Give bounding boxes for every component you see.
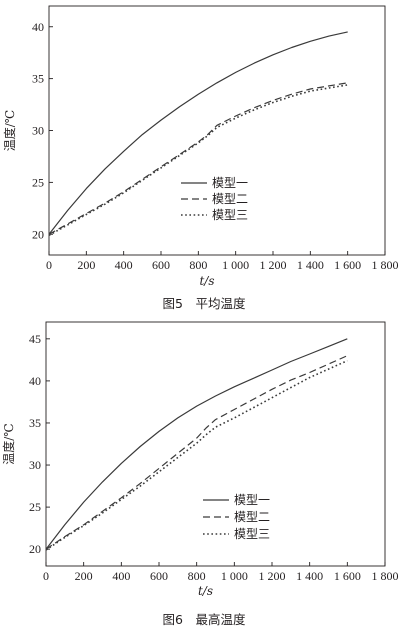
y-axis-label: 温度/℃	[2, 110, 17, 151]
y-tick-label: 40	[32, 20, 44, 34]
legend-label-3: 模型三	[212, 208, 248, 222]
y-tick-label: 25	[29, 500, 41, 514]
x-tick-label: 800	[188, 569, 206, 583]
x-tick-label: 1 400	[297, 258, 324, 272]
x-axis-label: t/s	[198, 584, 213, 598]
x-tick-label: 600	[152, 258, 170, 272]
figure-caption: 图6 最高温度	[163, 612, 246, 627]
x-tick-label: 600	[150, 569, 168, 583]
x-tick-label: 400	[112, 569, 130, 583]
series-line-3	[45, 359, 348, 551]
x-tick-label: 200	[75, 569, 93, 583]
plot-frame	[45, 321, 386, 567]
y-tick-label: 45	[29, 332, 41, 346]
x-axis-label: t/s	[199, 274, 214, 288]
x-tick-label: 1 000	[222, 258, 249, 272]
legend-label-1: 模型一	[234, 493, 270, 507]
x-tick-label: 0	[46, 258, 52, 272]
series-line-1	[48, 31, 348, 235]
y-tick-label: 30	[29, 458, 41, 472]
series-line-3	[48, 84, 348, 236]
x-tick-label: 1 600	[334, 258, 361, 272]
y-tick-label: 35	[29, 416, 41, 430]
x-tick-label: 1 200	[260, 258, 287, 272]
x-tick-label: 1 800	[372, 569, 399, 583]
chart-maximum-temperature: 0 200 400 600 800 1 000 1 200 1 400 1 600 1 800 20…	[1, 321, 399, 627]
y-tick-label: 40	[29, 374, 41, 388]
chart-average-temperature: 0 200 400 600 800 1 000 1 200 1 400 1 600 1 800 20…	[2, 5, 399, 311]
legend-label-2: 模型二	[234, 510, 270, 524]
x-tick-label: 0	[43, 569, 49, 583]
x-tick-label: 400	[115, 258, 133, 272]
series-line-1	[45, 338, 348, 550]
x-tick-label: 200	[77, 258, 95, 272]
x-tick-label: 1 800	[372, 258, 399, 272]
series-line-2	[48, 82, 348, 235]
figure-caption: 图5 平均温度	[163, 296, 246, 311]
y-tick-label: 35	[32, 72, 44, 86]
y-tick-label: 25	[32, 175, 44, 189]
x-tick-label: 1 200	[259, 569, 286, 583]
x-tick-label: 800	[189, 258, 207, 272]
y-tick-label: 20	[32, 227, 44, 241]
y-tick-label: 30	[32, 124, 44, 138]
legend-label-3: 模型三	[234, 527, 270, 541]
x-tick-label: 1 000	[221, 569, 248, 583]
x-tick-label: 1 600	[334, 569, 361, 583]
y-axis-label: 温度/℃	[1, 423, 16, 464]
x-tick-label: 1 400	[296, 569, 323, 583]
legend-label-2: 模型二	[212, 192, 248, 206]
legend-label-1: 模型一	[212, 176, 248, 190]
y-tick-label: 20	[29, 542, 41, 556]
series-line-2	[45, 355, 348, 550]
